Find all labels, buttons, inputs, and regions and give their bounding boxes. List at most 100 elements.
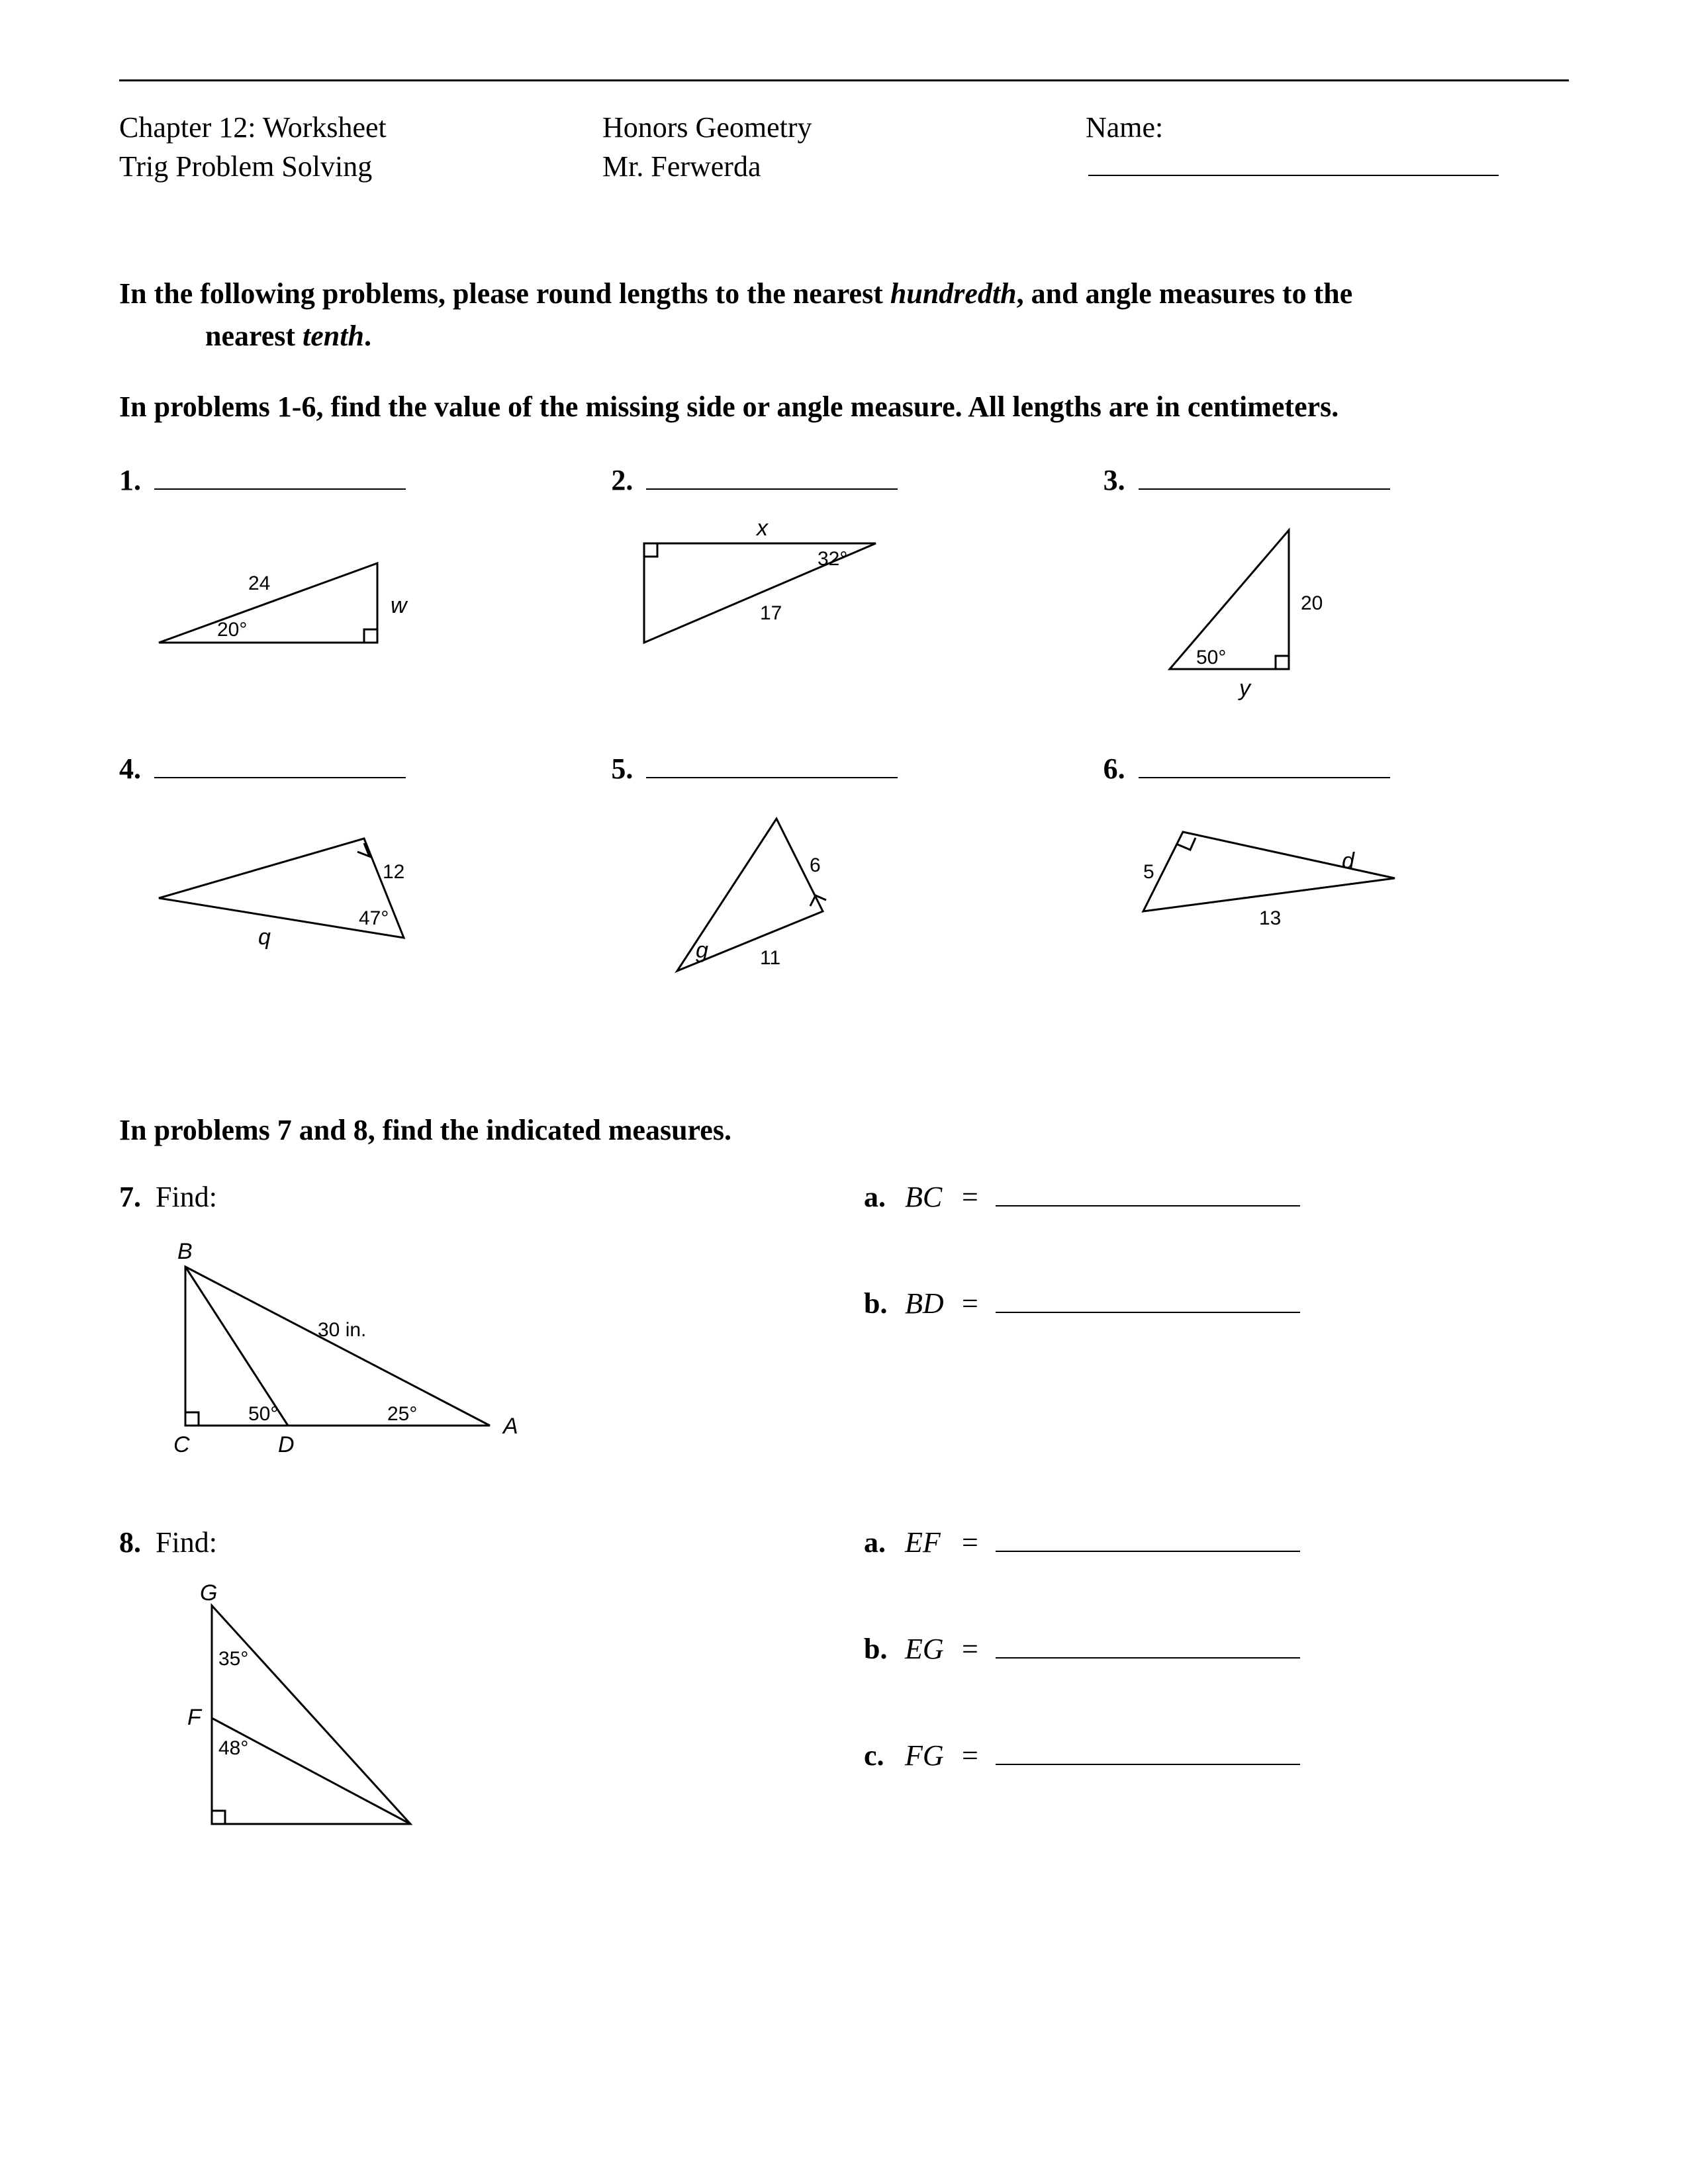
instr-tenth: tenth [303,320,364,352]
instr-hundredth: hundredth [890,277,1017,310]
problem-8: 8. Find: G F 35° 48° a. EF = b [119,1525,1569,1858]
p6-num: 6. [1103,752,1125,786]
p3-var: y [1238,676,1252,701]
instructions-2: In problems 1-6, find the value of the m… [119,390,1569,424]
p7-A: A [502,1414,518,1439]
p7-b-label: b. [864,1287,890,1320]
p3-answer-blank[interactable] [1139,467,1390,490]
p2-num: 2. [611,463,633,497]
p3-opp: 20 [1301,592,1323,614]
p7-ang2: 25° [387,1403,417,1425]
p7-ang1: 50° [248,1403,278,1425]
p8-ang1: 35° [218,1648,248,1670]
p8-b-expr: EG [905,1632,951,1666]
p8-a-eq: = [962,1525,978,1559]
p8-find: Find: [156,1526,217,1559]
p7-a-label: a. [864,1180,890,1214]
instructions-1: In the following problems, please round … [119,273,1569,357]
p7-C: C [173,1432,190,1457]
p6-left: 5 [1143,861,1154,883]
p1-answer-blank[interactable] [154,467,406,490]
instr-lead: In the following problems, please round … [119,277,890,310]
p7-a-expr: BC [905,1180,951,1214]
p2-answer-blank[interactable] [646,467,898,490]
name-label: Name: [1086,111,1163,144]
p5-base: 11 [760,947,780,969]
p1-figure: 24 20° w [119,504,437,676]
p1-num: 1. [119,463,141,497]
problem-5: 5. 6 g 11 [611,752,1076,1007]
p8-F: F [187,1705,203,1730]
p4-answer-blank[interactable] [154,756,406,778]
header-mid-1: Honors Geometry [602,108,1086,147]
p8-sub-c: c. FG = [864,1739,1569,1772]
instr-l2pre: nearest [205,320,303,352]
p7-find: Find: [156,1181,217,1213]
p7-len: 30 in. [318,1319,366,1341]
p2-hyp: 17 [760,602,782,624]
p3-angle: 50° [1196,647,1226,668]
p8-figure: G F 35° 48° [119,1572,490,1850]
p7-num: 7. [119,1181,141,1213]
p7-figure: B C D A 30 in. 50° 25° [119,1227,569,1465]
problem-4: 4. 12 47° q [119,752,585,1007]
p8-sub-a: a. EF = [864,1525,1569,1559]
p7-sub-b: b. BD = [864,1287,1569,1320]
p8-a-blank[interactable] [996,1529,1300,1552]
instr-l2post: . [364,320,371,352]
p8-G: G [200,1580,217,1606]
p8-sub-b: b. EG = [864,1632,1569,1666]
header-left-1: Chapter 12: Worksheet [119,108,602,147]
p7-sub-a: a. BC = [864,1180,1569,1214]
p8-c-label: c. [864,1739,890,1772]
p8-num: 8. [119,1526,141,1559]
problem-2: 2. x 32° 17 [611,463,1076,705]
p5-var: g [696,938,708,963]
instr-mid: , and angle measures to the [1017,277,1353,310]
p4-angle: 47° [359,907,389,929]
p8-a-expr: EF [905,1525,951,1559]
p4-short: 12 [383,861,404,883]
p8-b-eq: = [962,1632,978,1666]
p5-answer-blank[interactable] [646,756,898,778]
p8-c-eq: = [962,1739,978,1772]
p5-figure: 6 g 11 [611,792,915,1004]
p7-B: B [177,1239,193,1264]
p2-angle: 32° [818,548,847,570]
problem-3: 3. 50° 20 y [1103,463,1569,705]
p6-figure: 5 d 13 [1103,792,1448,951]
p2-var: x [755,516,769,541]
p7-a-eq: = [962,1180,978,1214]
p7-b-expr: BD [905,1287,951,1320]
p5-short: 6 [810,854,821,876]
name-blank[interactable] [1088,175,1499,176]
p8-c-blank[interactable] [996,1743,1300,1765]
worksheet-header: Chapter 12: Worksheet Trig Problem Solvi… [119,108,1569,187]
p7-a-blank[interactable] [996,1184,1300,1206]
header-mid-2: Mr. Ferwerda [602,147,1086,186]
problem-6: 6. 5 d 13 [1103,752,1569,1007]
p8-a-label: a. [864,1525,890,1559]
p4-var: q [258,925,271,950]
p7-b-blank[interactable] [996,1291,1300,1313]
row-1: 1. 24 20° w 2. [119,463,1569,705]
p3-figure: 50° 20 y [1103,504,1382,702]
row-2: 4. 12 47° q 5. [119,752,1569,1007]
p7-b-eq: = [962,1287,978,1320]
p8-b-blank[interactable] [996,1636,1300,1659]
p1-hyp: 24 [248,572,270,594]
p8-b-label: b. [864,1632,890,1666]
p6-base: 13 [1259,907,1281,929]
p5-num: 5. [611,752,633,786]
p4-figure: 12 47° q [119,792,463,964]
p7-D: D [278,1432,295,1457]
p8-c-expr: FG [905,1739,951,1772]
p4-num: 4. [119,752,141,786]
section-78-head: In problems 7 and 8, find the indicated … [119,1113,1569,1147]
p2-figure: x 32° 17 [611,504,942,662]
p3-num: 3. [1103,463,1125,497]
problem-1: 1. 24 20° w [119,463,585,705]
problem-7: 7. Find: B C D A 30 in. 50° 25° a. BC [119,1180,1569,1473]
p1-angle: 20° [217,619,247,641]
p6-answer-blank[interactable] [1139,756,1390,778]
